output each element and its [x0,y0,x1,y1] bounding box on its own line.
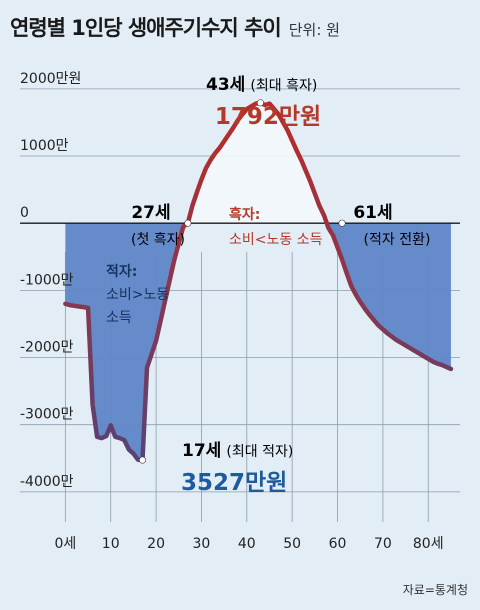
first-surplus-desc: (첫 흑자) [131,231,185,248]
y-tick-label: 2000만원 [20,71,81,87]
data-point-marker [138,456,146,464]
max-surplus-age: 43세 [206,75,245,95]
x-tick-label: 50 [283,536,301,552]
x-tick-label: 40 [238,536,256,552]
y-tick-label: -3000만 [20,407,74,423]
x-tick-label: 30 [193,536,211,552]
deficit-turn-age: 61세 [353,203,392,223]
area-fills [65,102,451,461]
x-tick-label: 70 [374,536,392,552]
x-tick-label: 80세 [413,536,444,552]
max-surplus-value: 1792만원 [215,104,321,130]
source-note: 자료=통계청 [402,583,468,597]
max-deficit-annotation: 17세 (최대 적자) [182,441,293,461]
x-tick-label: 10 [102,536,120,552]
page-title: 연령별 1인당 생애주기수지 추이 [10,16,282,40]
max-deficit-age: 17세 [182,441,221,461]
deficit-turn-desc: (적자 전환) [364,232,431,248]
y-tick-label: 0 [20,205,29,221]
x-tick-label: 60 [329,536,347,552]
x-axis-ticks: 0세 10 20 30 40 50 60 70 80세 [54,536,443,552]
deficit-area [65,223,188,461]
deficit-zone-line2: 소득 [106,310,132,326]
max-deficit-desc: (최대 적자) [226,444,293,460]
max-deficit-value: 3527만원 [181,470,287,496]
x-tick-label: 20 [147,536,165,552]
max-surplus-annotation: 43세 (최대 흑자) [206,75,317,95]
first-surplus-age: 27세 [131,203,170,223]
surplus-area [187,102,327,224]
y-tick-label: -1000만 [20,272,74,288]
y-tick-label: -2000만 [20,340,74,356]
x-tick-label: 0세 [54,536,76,552]
deficit-zone-title: 적자: [106,263,137,280]
data-point-marker [256,99,264,107]
annotations: 43세 (최대 흑자) 1792만원 27세 (첫 흑자) 61세 (적자 전환… [106,75,430,496]
max-surplus-desc: (최대 흑자) [250,77,317,94]
surplus-zone-title: 흑자: [229,206,260,223]
title-row: 연령별 1인당 생애주기수지 추이 단위: 원 [10,12,340,42]
surplus-zone-desc: 소비<노동 소득 [229,232,323,248]
deficit-zone-line1: 소비>노동 [106,287,169,303]
point-markers [138,99,346,464]
y-tick-label: 1000만 [20,138,69,154]
y-axis-ticks: 2000만원 1000만 0 -1000만 -2000만 -3000만 -4000만 [20,71,81,490]
y-tick-label: -4000만 [20,474,74,490]
data-point-marker [338,219,346,227]
unit-label: 단위: 원 [288,21,340,39]
data-point-marker [184,219,192,227]
deficit-area [326,223,451,369]
